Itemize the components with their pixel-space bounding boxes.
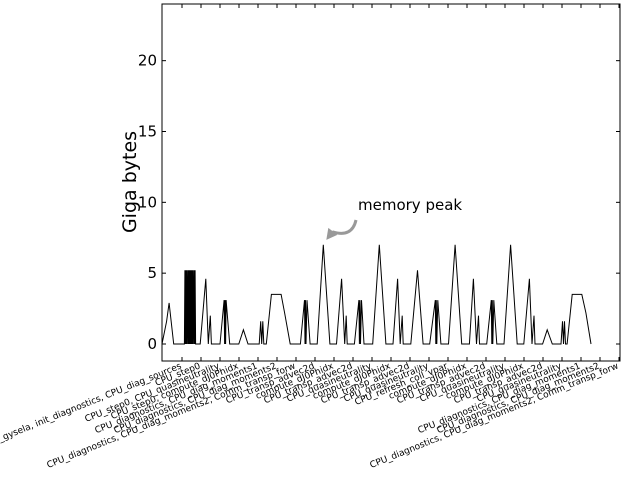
annotation-arrow <box>331 219 358 235</box>
y-tick-labels: 0 5 10 15 20 <box>138 52 157 353</box>
axes-frame <box>161 3 621 362</box>
y-tick-label: 15 <box>138 123 157 141</box>
annotation-label: memory peak <box>358 196 462 214</box>
annotation: memory peak <box>326 196 462 240</box>
y-tick-label: 10 <box>138 193 157 211</box>
annotation-arrowhead <box>326 227 338 240</box>
y-tick-label: 0 <box>147 335 157 353</box>
y-axis-label: Giga bytes <box>119 131 141 233</box>
y-tick-label: 5 <box>147 264 157 282</box>
y-tick-label: 20 <box>138 52 157 70</box>
series-line <box>161 244 592 345</box>
x-tick-labels: Init_gysela, init_diagnostics, CPU_diag_… <box>0 361 620 471</box>
axis-ticks <box>162 4 620 361</box>
